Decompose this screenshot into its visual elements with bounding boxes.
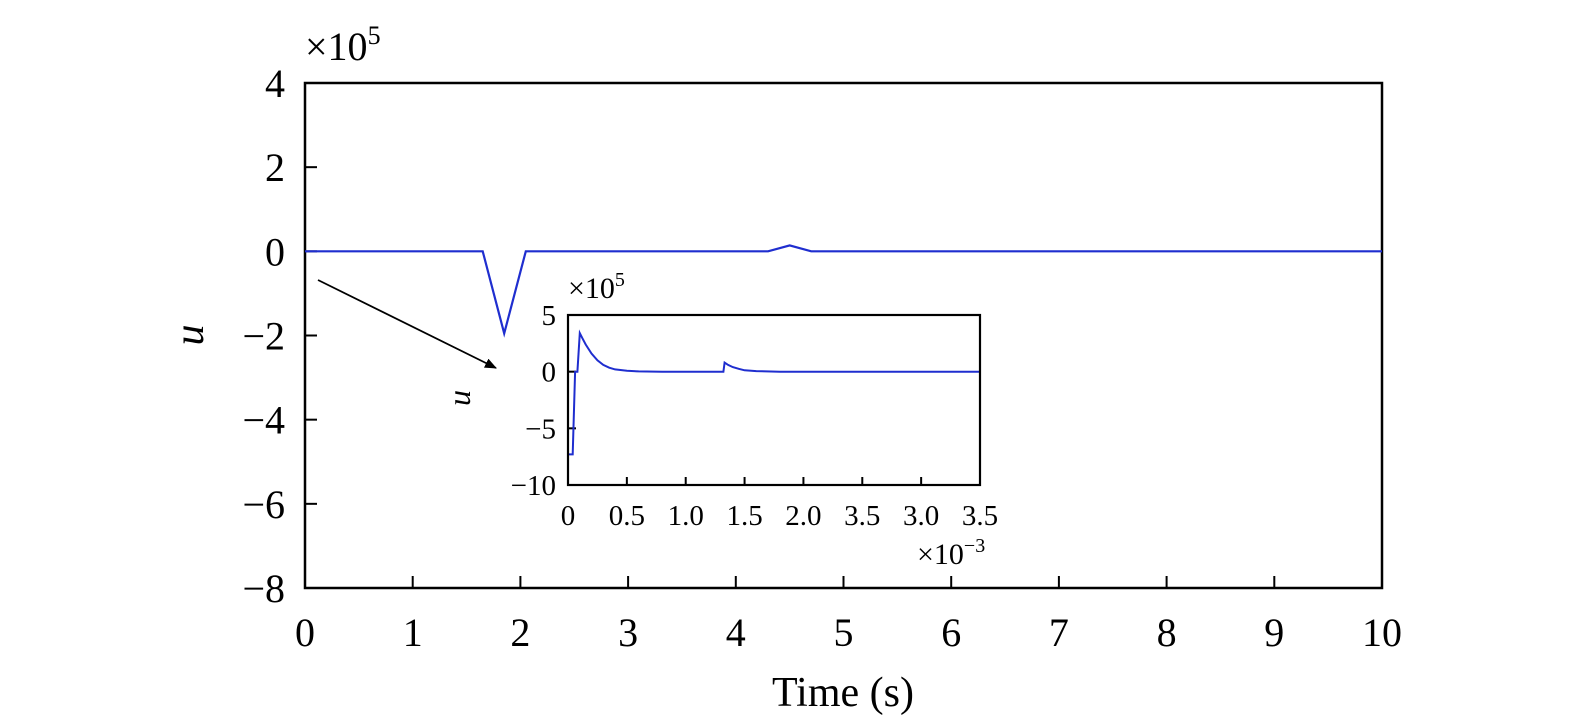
x-tick-label: 3.0	[903, 500, 939, 532]
x-tick-label: 8	[1157, 610, 1177, 655]
y-tick-label: 5	[542, 300, 557, 332]
x-tick-label: 1	[403, 610, 423, 655]
x-tick-label: 6	[941, 610, 961, 655]
y-tick-label: −8	[242, 566, 285, 611]
x-tick-label: 3.5	[844, 500, 880, 532]
inset-plot: 0 0.5 1.0 1.5 2.0 3.5 3.0 3.5 5 0 −5 −10 ×105 ×10−…	[441, 269, 998, 571]
main-y-axis-label: u	[167, 325, 213, 346]
x-tick-label: 10	[1362, 610, 1402, 655]
x-tick-label: 2	[510, 610, 530, 655]
x-tick-label: 0	[295, 610, 315, 655]
inset-plot-frame	[566, 313, 982, 487]
x-tick-label: 1.0	[668, 500, 704, 532]
y-tick-label: 0	[542, 357, 557, 389]
x-tick-label: 9	[1264, 610, 1284, 655]
main-plot: 0 1 2 3 4 5 6 7 8 9 10 4 2 0 −2 −4 −6 −8 ×105 Time (s) u	[167, 21, 1402, 716]
zoom-arrow	[317, 279, 497, 369]
x-tick-label: 0.5	[609, 500, 645, 532]
main-y-ticks: 4 2 0 −2 −4 −6 −8	[242, 61, 317, 611]
x-tick-label: 3	[618, 610, 638, 655]
inset-y-axis-label: u	[441, 390, 477, 406]
inset-series-line	[568, 329, 980, 456]
main-y-multiplier: ×105	[305, 21, 381, 69]
x-tick-label: 2.0	[785, 500, 821, 532]
inset-x-multiplier: ×10−3	[917, 535, 985, 571]
inset-y-ticks: 5 0 −5 −10	[511, 300, 576, 502]
inset-background	[568, 315, 980, 485]
inset-y-multiplier: ×105	[568, 269, 625, 305]
x-tick-label: 5	[834, 610, 854, 655]
y-tick-label: −2	[242, 314, 285, 359]
x-tick-label: 3.5	[962, 500, 998, 532]
y-tick-label: −5	[525, 413, 556, 445]
x-tick-label: 4	[726, 610, 746, 655]
y-tick-label: −6	[242, 482, 285, 527]
x-tick-label: 1.5	[726, 500, 762, 532]
main-x-ticks: 0 1 2 3 4 5 6 7 8 9 10	[295, 576, 1402, 655]
inset-x-ticks: 0 0.5 1.0 1.5 2.0 3.5 3.0 3.5	[561, 477, 998, 532]
x-tick-label: 0	[561, 500, 576, 532]
y-tick-label: −10	[511, 470, 556, 502]
y-tick-label: 0	[265, 229, 285, 274]
y-tick-label: −4	[242, 398, 285, 443]
y-tick-label: 2	[265, 145, 285, 190]
main-x-axis-label: Time (s)	[772, 670, 914, 716]
y-tick-label: 4	[265, 61, 285, 106]
main-series-line	[305, 244, 1382, 338]
x-tick-label: 7	[1049, 610, 1069, 655]
